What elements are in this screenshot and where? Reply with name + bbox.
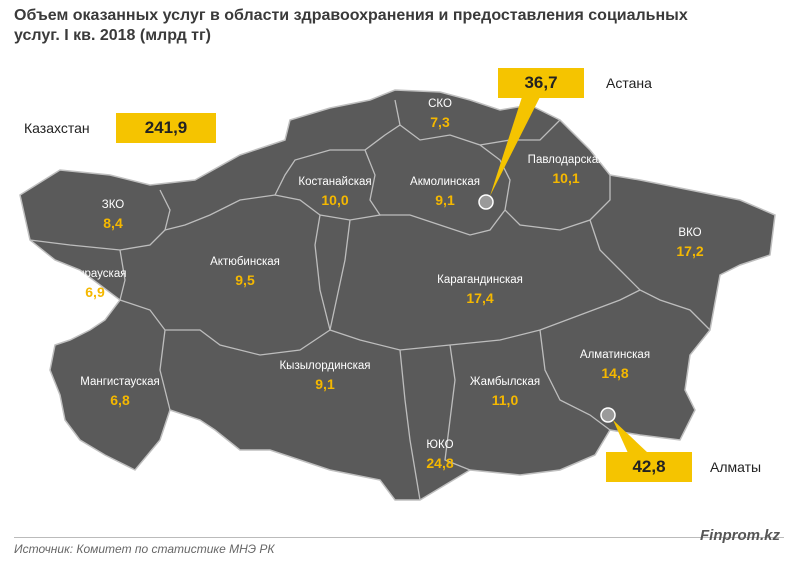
region-value: 7,3 — [430, 114, 450, 130]
footer-divider — [14, 537, 784, 538]
region-borders — [29, 99, 711, 501]
astana-value: 36,7 — [498, 68, 584, 98]
region-value: 8,4 — [103, 215, 123, 231]
region-value: 9,1 — [315, 376, 335, 392]
region-name: Кызылординская — [279, 360, 370, 372]
brand-logo: Finprom.kz — [699, 527, 780, 544]
region-value: 9,5 — [235, 272, 255, 288]
map-outline — [19, 89, 776, 501]
kazakhstan-label: Казахстан — [24, 120, 90, 136]
region-name: Мангистауская — [80, 376, 160, 388]
astana-label: Астана — [606, 75, 652, 91]
region-name: Акмолинская — [410, 176, 480, 188]
astana-pointer — [490, 97, 540, 196]
almaty-value: 42,8 — [606, 452, 692, 482]
region-name: Атырауская — [64, 268, 127, 280]
region-name: СКО — [428, 98, 452, 110]
region-value: 10,1 — [552, 170, 579, 186]
almaty-pointer — [613, 420, 648, 453]
kazakhstan-total-value: 241,9 — [116, 113, 216, 143]
region-name: Алматинская — [580, 349, 650, 361]
region-name: Актюбинская — [210, 256, 280, 268]
region-name: ВКО — [678, 227, 701, 239]
region-name: Павлодарская — [528, 154, 605, 166]
region-value: 17,4 — [466, 290, 493, 306]
region-value: 24,8 — [426, 455, 453, 471]
region-name: ЗКО — [102, 199, 125, 211]
region-name: Костанайская — [298, 176, 371, 188]
almaty-marker — [600, 407, 616, 423]
region-value: 6,9 — [85, 284, 105, 300]
region-name: ЮКО — [426, 439, 453, 451]
source-note: Источник: Комитет по статистике МНЭ РК — [14, 542, 275, 556]
region-value: 9,1 — [435, 192, 455, 208]
region-value: 6,8 — [110, 392, 130, 408]
astana-marker — [478, 194, 494, 210]
almaty-label: Алматы — [710, 459, 762, 475]
chart-title: Объем оказанных услуг в области здравоох… — [14, 7, 688, 44]
region-name: Жамбылская — [470, 376, 540, 388]
region-value: 17,2 — [676, 243, 703, 259]
region-value: 14,8 — [601, 365, 628, 381]
region-name: Карагандинская — [437, 274, 523, 286]
region-value: 11,0 — [492, 392, 519, 408]
region-value: 10,0 — [321, 192, 348, 208]
